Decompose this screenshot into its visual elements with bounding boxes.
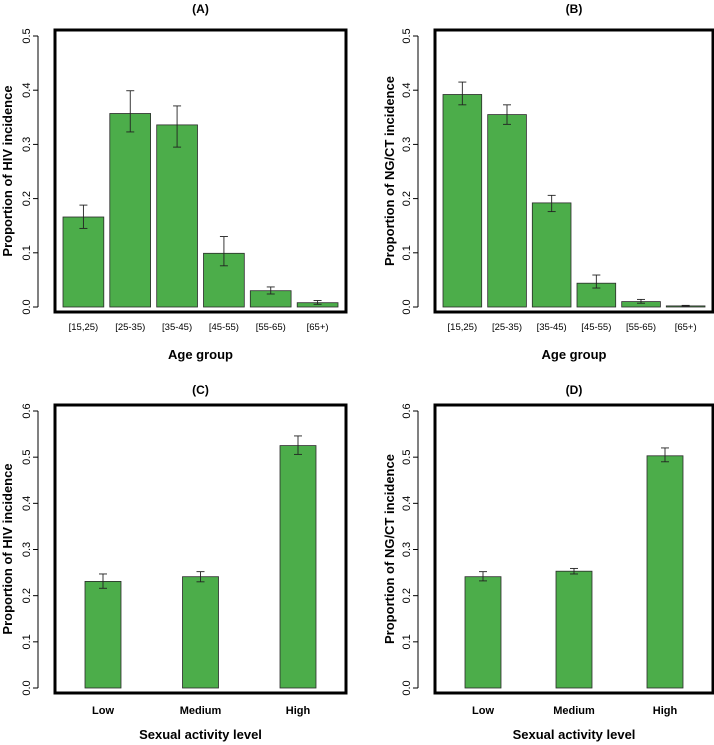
error-bar <box>547 194 556 213</box>
y-tick-label: 0.1 <box>401 245 413 260</box>
x-tick-label: [35-45) <box>162 322 192 333</box>
bar-[25-35) <box>487 114 527 308</box>
x-tick-label: [25-35) <box>492 322 522 333</box>
y-tick-label: 0.6 <box>21 403 33 418</box>
bar-[15,25) <box>62 216 105 308</box>
y-tick-label: 0.1 <box>21 634 33 649</box>
panel-title: (D) <box>566 383 583 397</box>
bar-Low <box>464 576 502 689</box>
bar-[35-45) <box>156 124 198 308</box>
y-tick-label: 0.1 <box>401 634 413 649</box>
panel-title: (C) <box>192 383 209 397</box>
bar-High <box>646 455 684 689</box>
x-axis-label: Sexual activity level <box>139 727 262 742</box>
y-tick-label: 0.3 <box>401 137 413 152</box>
x-tick-label: [15,25) <box>448 322 478 333</box>
panel-a: (A) [15,25) [25-35) [35-45) [45-55) [55-65) [6… <box>0 2 348 362</box>
x-tick-label: [55-65) <box>626 322 656 333</box>
plot-frame <box>433 28 714 314</box>
panel-title: (A) <box>192 2 209 16</box>
y-axis-label: Proportion of HIV incidence <box>0 463 15 634</box>
x-axis-label: Sexual activity level <box>513 727 636 742</box>
error-bar <box>503 104 511 125</box>
bar-Medium <box>555 570 593 689</box>
y-tick-label: 0.5 <box>21 450 33 465</box>
panel-c: (C) Low Medium High 0.0 0.1 0.2 0.3 0.4 0.5 0.6 Pro… <box>0 383 348 742</box>
error-bar <box>196 571 205 583</box>
x-tick-label: [55-65) <box>256 322 286 333</box>
panel-b: (B) [15,25) [25-35) [35-45) [45-55) [55-65) [6… <box>382 2 714 362</box>
bar-[25-35) <box>109 113 152 308</box>
error-bar <box>79 204 88 229</box>
error-bar <box>570 567 578 575</box>
y-tick-label: 0.4 <box>21 83 33 98</box>
y-axis-label: Proportion of NG/CT incidence <box>382 454 397 644</box>
error-bar <box>219 236 228 267</box>
x-tick-label: [15,25) <box>69 322 99 333</box>
y-axis-label: Proportion of NG/CT incidence <box>382 76 397 266</box>
y-tick-label: 0.2 <box>21 191 33 206</box>
y-tick-label: 0.1 <box>21 245 33 260</box>
y-tick-label: 0.5 <box>401 28 413 43</box>
error-bar <box>479 571 487 582</box>
x-tick-label: [45-55) <box>209 322 239 333</box>
y-tick-label: 0.2 <box>401 588 413 603</box>
plot-frame <box>433 403 714 695</box>
error-bar <box>637 298 645 304</box>
x-tick-label: High <box>653 705 678 717</box>
x-tick-label: [35-45) <box>537 322 567 333</box>
y-axis-label: Proportion of HIV incidence <box>0 85 15 256</box>
error-bar <box>99 573 107 589</box>
y-axis: 0.0 0.1 0.2 0.3 0.4 0.5 <box>401 28 419 315</box>
y-tick-label: 0.5 <box>21 28 33 43</box>
x-tick-label: Medium <box>553 705 595 717</box>
error-bar <box>126 90 135 133</box>
y-tick-label: 0.0 <box>21 680 33 695</box>
bar-Medium <box>182 576 219 689</box>
y-tick-label: 0.6 <box>401 403 413 418</box>
x-axis-label: Age group <box>168 347 233 362</box>
y-tick-label: 0.3 <box>21 542 33 557</box>
error-bar <box>266 286 275 295</box>
y-axis: 0.0 0.1 0.2 0.3 0.4 0.5 0.6 <box>21 403 39 696</box>
error-bar <box>592 274 601 289</box>
bar-High <box>279 445 317 689</box>
x-tick-label: [65+) <box>307 322 329 333</box>
plot-frame <box>53 28 348 314</box>
error-bar <box>661 447 669 463</box>
plot-frame <box>53 403 348 695</box>
x-tick-label: Medium <box>180 705 222 717</box>
x-tick-label: Low <box>472 705 494 717</box>
y-tick-label: 0.3 <box>401 542 413 557</box>
y-tick-label: 0.5 <box>401 450 413 465</box>
y-tick-label: 0.3 <box>21 137 33 152</box>
x-tick-label: High <box>286 705 311 717</box>
y-axis: 0.0 0.1 0.2 0.3 0.4 0.5 <box>21 28 39 315</box>
bar-[35-45) <box>531 202 572 308</box>
x-tick-label: [45-55) <box>581 322 611 333</box>
y-tick-label: 0.0 <box>21 299 33 314</box>
error-bar <box>173 105 182 148</box>
error-bar <box>294 435 302 455</box>
y-tick-label: 0.4 <box>401 496 413 511</box>
x-tick-label: Low <box>92 705 114 717</box>
panel-d: (D) Low Medium High 0.0 0.1 0.2 0.3 0.4 0.5 0.6 Pro… <box>382 383 714 742</box>
y-tick-label: 0.2 <box>401 191 413 206</box>
error-bar <box>458 81 467 106</box>
y-tick-label: 0.0 <box>401 680 413 695</box>
y-tick-label: 0.2 <box>21 588 33 603</box>
bar-Low <box>84 581 122 689</box>
x-axis-label: Age group <box>542 347 607 362</box>
bar-[15,25) <box>442 94 483 308</box>
x-tick-label: [65+) <box>675 322 697 333</box>
x-tick-label: [25-35) <box>115 322 145 333</box>
y-axis: 0.0 0.1 0.2 0.3 0.4 0.5 0.6 <box>401 403 419 696</box>
panel-title: (B) <box>566 2 583 16</box>
y-tick-label: 0.4 <box>21 496 33 511</box>
error-bar <box>681 304 690 307</box>
error-bar <box>313 300 322 305</box>
y-tick-label: 0.0 <box>401 299 413 314</box>
y-tick-label: 0.4 <box>401 83 413 98</box>
